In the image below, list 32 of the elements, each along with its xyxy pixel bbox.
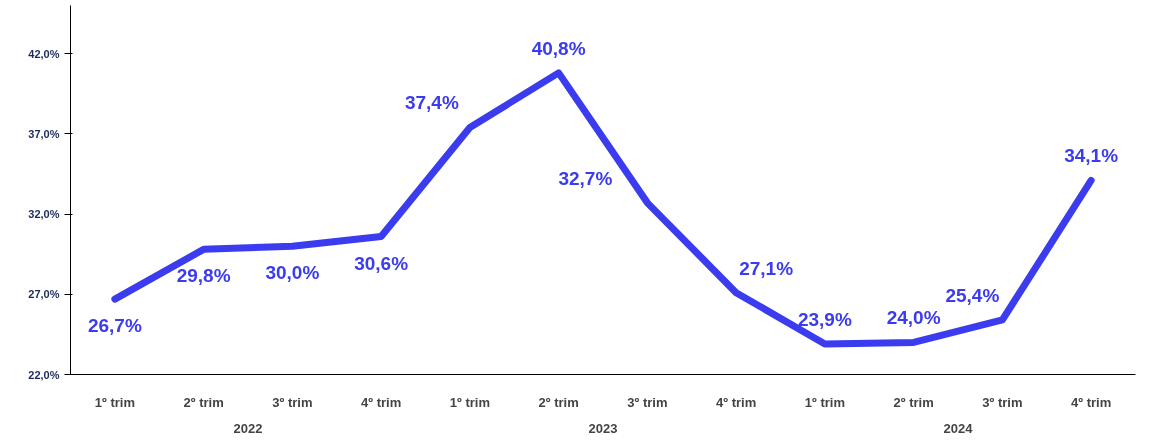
data-label: 23,9% [797, 309, 852, 331]
text: 2022 [233, 420, 263, 436]
y-tick-label: 37,0% [28, 127, 60, 140]
x-tick-label: 1º trim [94, 394, 135, 410]
x-tick-label: 3º trim [627, 394, 668, 410]
data-label: 34,1% [1064, 145, 1119, 167]
text: 2023 [588, 420, 618, 436]
x-tick-label: 4º trim [361, 394, 402, 410]
data-label: 24,0% [886, 307, 941, 329]
data-label: 37,4% [404, 92, 459, 114]
x-tick-label: 2º trim [893, 394, 934, 410]
data-label: 25,4% [945, 284, 1000, 306]
data-label: 30,0% [265, 262, 320, 284]
x-tick-label: 4º trim [716, 394, 757, 410]
x-tick-label: 3º trim [982, 394, 1023, 410]
y-tick-label: 42,0% [28, 47, 60, 60]
data-label: 30,6% [354, 252, 409, 274]
y-tick-label: 22,0% [28, 368, 60, 381]
x-tick-label: 2º trim [538, 394, 579, 410]
y-tick-label: 32,0% [28, 208, 60, 221]
text: 2024 [943, 420, 974, 436]
data-label: 29,8% [176, 265, 231, 287]
y-tick-label: 27,0% [28, 288, 60, 301]
x-tick-label: 1º trim [804, 394, 845, 410]
x-tick-label: 2º trim [183, 394, 224, 410]
x-tick-label: 1º trim [449, 394, 490, 410]
data-label: 32,7% [558, 167, 613, 189]
data-label: 26,7% [87, 315, 142, 337]
data-label: 27,1% [739, 257, 794, 279]
data-label: 40,8% [531, 37, 586, 59]
x-tick-label: 3º trim [272, 394, 313, 410]
x-tick-label: 4º trim [1071, 394, 1112, 410]
